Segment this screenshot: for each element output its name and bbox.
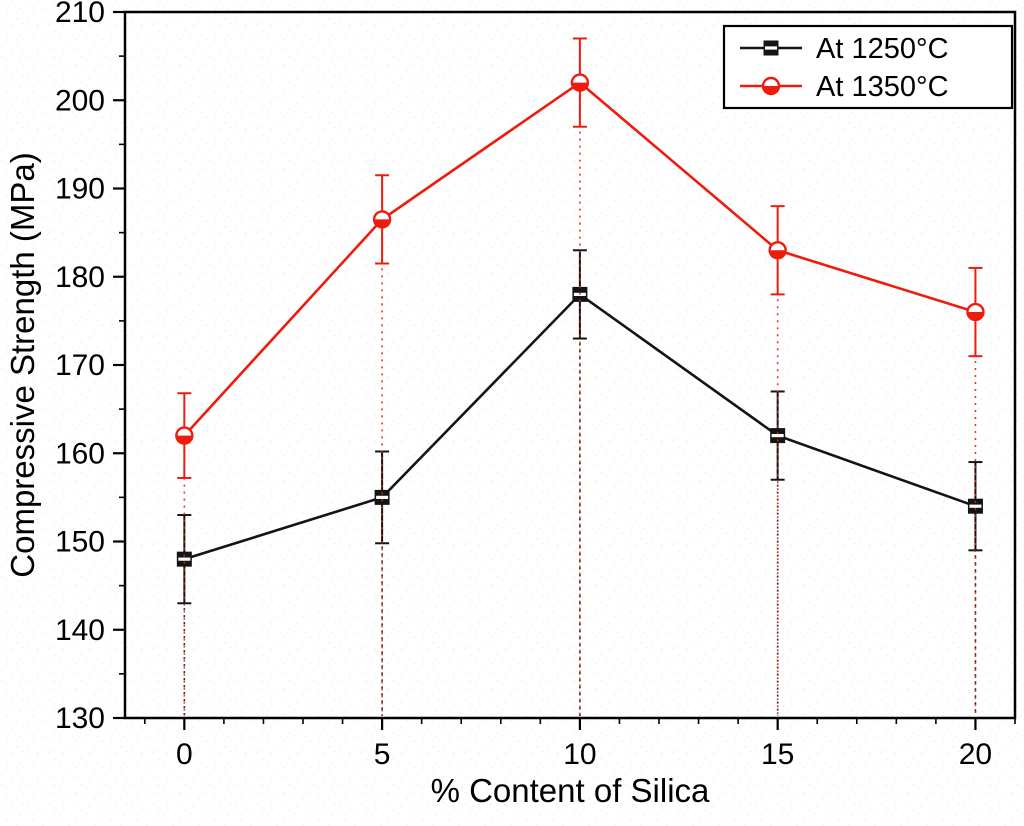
y-tick-label: 140 [55, 614, 105, 647]
x-tick-label: 10 [563, 738, 596, 771]
y-tick-label: 160 [55, 437, 105, 470]
data-point-marker [763, 40, 779, 56]
data-point-marker [770, 428, 786, 444]
data-point-marker [372, 210, 392, 229]
y-tick-label: 150 [55, 526, 105, 559]
y-tick-label: 190 [55, 173, 105, 206]
legend-label: At 1350°C [816, 71, 949, 103]
legend: At 1250°C At 1350°C [722, 24, 1014, 110]
y-tick-label: 130 [55, 702, 105, 735]
data-point-marker [761, 76, 781, 96]
x-tick-label: 20 [959, 738, 992, 771]
data-point-marker [374, 489, 390, 505]
data-point-marker [966, 302, 985, 322]
x-axis-title: % Content of Silica [431, 772, 710, 809]
series-half-circle [175, 37, 985, 716]
y-tick-label: 200 [55, 84, 105, 117]
legend-label: At 1250°C [816, 33, 949, 65]
data-point-marker [768, 241, 787, 260]
data-point-marker [967, 498, 983, 514]
y-axis-title: Compressive Strength (MPa) [4, 152, 41, 577]
data-point-marker [176, 551, 192, 567]
x-tick-label: 5 [374, 738, 391, 771]
data-point-marker [570, 73, 590, 92]
y-tick-label: 180 [55, 261, 105, 294]
y-tick-label: 170 [55, 349, 105, 382]
y-tick-label: 210 [55, 0, 105, 29]
data-point-marker [175, 426, 194, 445]
x-tick-label: 15 [761, 738, 794, 771]
x-tick-label: 0 [176, 738, 193, 771]
